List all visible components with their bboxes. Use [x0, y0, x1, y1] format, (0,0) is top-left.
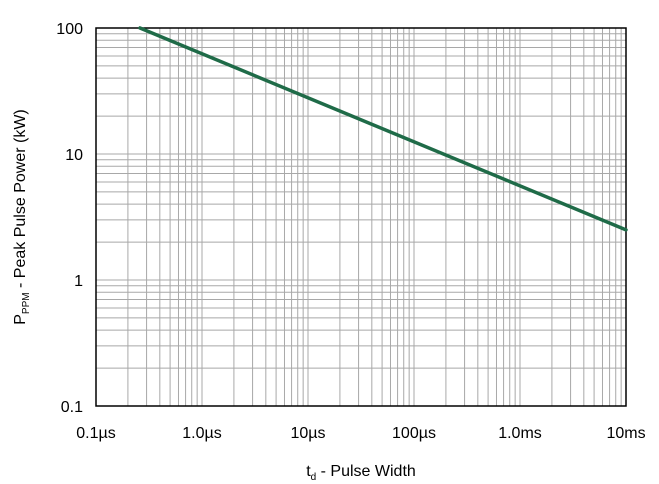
y-tick-labels: 0.1 1 10 100	[56, 21, 83, 416]
x-tick-label: 10ms	[606, 425, 645, 442]
y-axis-label-rest: - Peak Pulse Power (kW)	[12, 109, 29, 292]
x-tick-label: 1.0µs	[182, 425, 221, 442]
y-axis-label-sub: PPM	[21, 292, 32, 314]
y-tick-label: 100	[56, 21, 83, 38]
y-tick-label: 1	[74, 273, 83, 290]
x-axis-label: td - Pulse Width	[306, 463, 416, 483]
x-tick-label: 0.1µs	[76, 425, 115, 442]
y-axis-label: PPPM - Peak Pulse Power (kW)	[12, 109, 32, 325]
y-axis-label-main: P	[12, 314, 29, 325]
x-tick-label: 10µs	[290, 425, 325, 442]
x-tick-labels: 0.1µs 1.0µs 10µs 100µs 1.0ms 10ms	[76, 425, 645, 442]
x-axis-label-sub: d	[311, 472, 317, 483]
x-tick-label: 1.0ms	[498, 425, 542, 442]
series-line	[138, 26, 628, 232]
x-tick-label: 100µs	[392, 425, 436, 442]
grid	[96, 28, 626, 406]
x-axis-label-main: t	[306, 463, 311, 480]
plot-frame	[95, 27, 627, 407]
y-tick-label: 0.1	[61, 399, 83, 416]
y-tick-label: 10	[65, 147, 83, 164]
series-layer	[138, 26, 628, 232]
x-axis-label-rest: - Pulse Width	[316, 463, 416, 480]
